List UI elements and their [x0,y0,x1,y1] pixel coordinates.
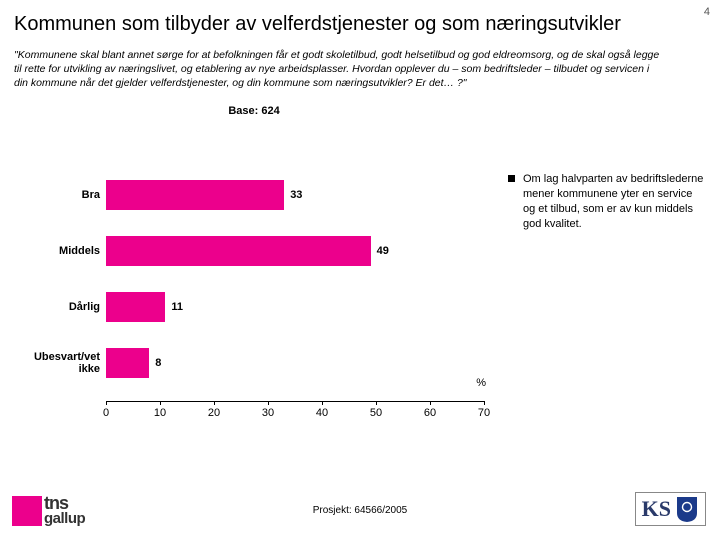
bar-value: 49 [377,245,389,257]
axis-tick-label: 60 [424,407,436,419]
axis-tick-label: 40 [316,407,328,419]
tns-text-2: gallup [44,512,85,526]
bullet-icon [508,175,515,182]
bar [106,236,371,266]
shield-icon [675,495,699,523]
axis-tick [322,401,323,405]
axis-tick-label: 30 [262,407,274,419]
axis-tick [484,401,485,405]
axis-tick-label: 70 [478,407,490,419]
axis-tick [268,401,269,405]
bar-chart: % Bra33Middels49Dårlig11Ubesvart/vet ikk… [14,172,494,402]
page-number: 4 [704,6,710,18]
axis-tick-label: 10 [154,407,166,419]
base-label: Base: 624 [14,97,494,121]
bar-row: Ubesvart/vet ikke8 [106,348,161,378]
bar-value: 11 [171,301,183,313]
category-label: Dårlig [18,301,106,313]
axis-tick-label: 50 [370,407,382,419]
unit-label: % [476,377,486,389]
bar [106,180,284,210]
axis-tick [376,401,377,405]
axis-tick [106,401,107,405]
ks-text: KS [642,496,671,522]
footer-project: Prosjekt: 64566/2005 [0,505,720,516]
axis-tick-label: 0 [103,407,109,419]
bar-row: Dårlig11 [106,292,183,322]
commentary-text: Om lag halvparten av bedriftslederne men… [523,172,706,231]
bar-value: 33 [290,189,302,201]
category-label: Ubesvart/vet ikke [18,351,106,375]
bar [106,348,149,378]
commentary-item: Om lag halvparten av bedriftslederne men… [508,172,706,231]
content-row: % Bra33Middels49Dårlig11Ubesvart/vet ikk… [14,172,706,402]
category-label: Bra [18,189,106,201]
tns-gallup-logo: tns gallup [12,495,85,526]
question-text: "Kommunene skal blant annet sørge for at… [0,44,720,97]
axis-tick [214,401,215,405]
tns-square-icon [12,496,42,526]
bar-row: Middels49 [106,236,389,266]
axis-tick-label: 20 [208,407,220,419]
category-label: Middels [18,245,106,257]
bar-value: 8 [155,357,161,369]
bar-row: Bra33 [106,180,302,210]
commentary: Om lag halvparten av bedriftslederne men… [494,172,706,402]
axis-tick [160,401,161,405]
ks-logo: KS [635,492,706,526]
axis-tick [430,401,431,405]
bar [106,292,165,322]
page-title: Kommunen som tilbyder av velferdstjenest… [0,0,720,44]
